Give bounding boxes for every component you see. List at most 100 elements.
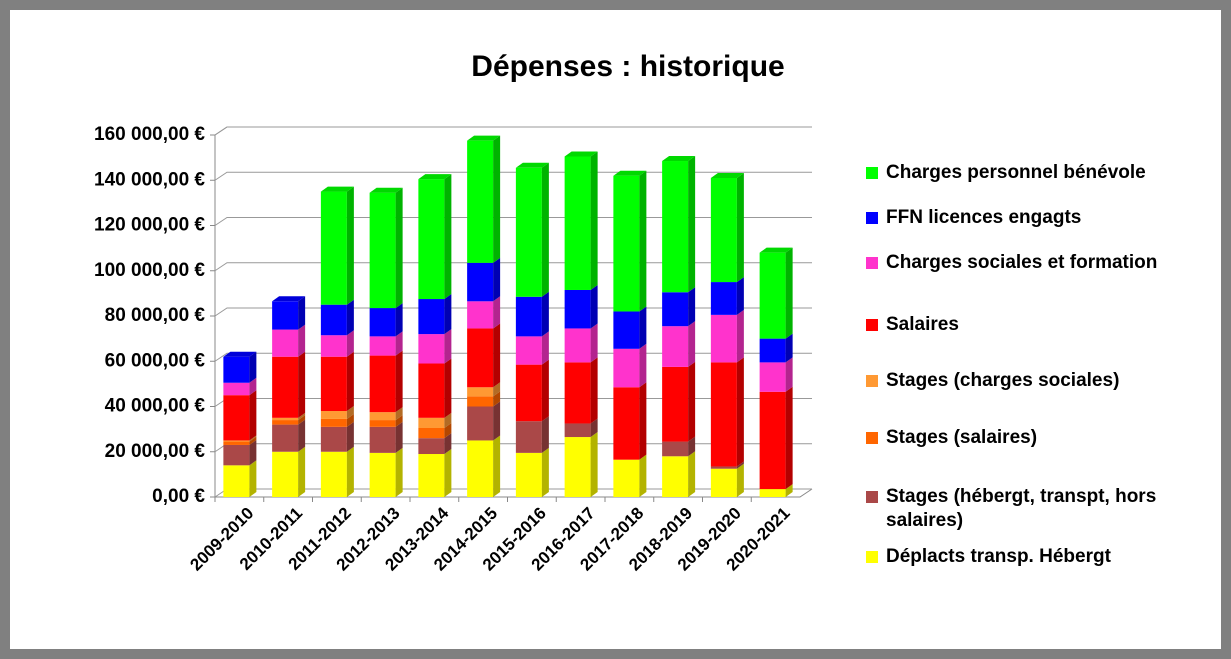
bar-segment [272, 301, 299, 330]
bar-top [418, 174, 452, 180]
legend-swatch [866, 491, 878, 503]
bar-segment [369, 192, 396, 309]
bar-top [759, 247, 793, 253]
bar-segment [564, 362, 591, 424]
bar-side [346, 446, 354, 497]
bar-segment [710, 177, 737, 283]
bar-side [395, 303, 403, 337]
bar-segment [223, 382, 250, 396]
y-tick-label: 20 000,00 € [105, 441, 206, 462]
y-tick-label: 120 000,00 € [94, 215, 205, 236]
bar-side [346, 351, 354, 412]
bar-segment [369, 308, 396, 337]
bar-top [710, 172, 744, 178]
bar-top [515, 162, 549, 168]
bar-segment [418, 334, 445, 364]
bar-top [320, 186, 354, 192]
bar-side [346, 299, 354, 336]
bar-segment [613, 459, 640, 497]
bar-segment [467, 328, 494, 388]
bar-side [541, 447, 549, 497]
bar-side [395, 415, 403, 427]
bar-segment [515, 421, 542, 453]
bar-side [493, 257, 501, 302]
bar-segment [369, 355, 396, 413]
bar-side [493, 135, 501, 263]
bar-side [346, 421, 354, 452]
bar-segment [710, 314, 737, 363]
bar-segment [320, 335, 347, 357]
bar-segment [467, 262, 494, 302]
bar-side [493, 296, 501, 329]
legend-swatch [866, 167, 878, 179]
bar-side [785, 357, 793, 392]
bar-segment [223, 356, 250, 383]
bar-segment [759, 489, 786, 497]
bar-segment [467, 140, 494, 263]
y-tick-label: 40 000,00 € [105, 396, 206, 417]
bar-segment [710, 362, 737, 467]
bar-side [395, 407, 403, 421]
legend-label: Stages (charges sociales) [886, 370, 1120, 391]
bar-side [541, 359, 549, 422]
bar-side [395, 421, 403, 453]
bar-side [688, 156, 696, 293]
bar-side [785, 386, 793, 490]
legend-swatch [866, 257, 878, 269]
bar-segment [515, 167, 542, 297]
y-tick-label: 140 000,00 € [94, 169, 205, 190]
bar-segment [759, 252, 786, 339]
legend-swatch [866, 551, 878, 563]
y-tick-label: 0,00 € [152, 486, 205, 507]
bar-segment [320, 451, 347, 497]
bar-side [346, 413, 354, 427]
bar-top [613, 170, 647, 176]
y-tick-label: 80 000,00 € [105, 305, 206, 326]
bar-side [736, 461, 744, 469]
bar-side [785, 484, 793, 497]
bar-segment [613, 348, 640, 388]
y-tick-label: 160 000,00 € [94, 124, 205, 145]
bar-side [736, 463, 744, 497]
bar-segment [613, 387, 640, 460]
bar-segment [418, 427, 445, 439]
bar-segment [418, 299, 445, 335]
bar-segment [223, 444, 250, 466]
bar-side [639, 343, 647, 388]
bar-segment [467, 406, 494, 441]
bar-segment [320, 411, 347, 419]
bar-side [590, 418, 598, 438]
bar-side [590, 151, 598, 290]
bar-side [541, 291, 549, 337]
bar-side [736, 309, 744, 363]
legend-label: Stages (hébergt, transpt, hors salaires) [886, 486, 1157, 531]
bar-segment [369, 412, 396, 421]
bar-segment [662, 161, 689, 293]
bar-segment [418, 363, 445, 418]
bar-segment [564, 289, 591, 329]
bar-segment [272, 420, 299, 425]
bar-side [346, 406, 354, 419]
bar-side [298, 351, 306, 418]
bar-side [298, 419, 306, 452]
bar-side [785, 333, 793, 363]
bar-segment [515, 452, 542, 497]
bar-side [249, 439, 257, 466]
bar-segment [467, 301, 494, 329]
bar-segment [223, 465, 250, 497]
bar-side [298, 296, 306, 330]
bar-side [493, 435, 501, 497]
bar-segment [320, 426, 347, 452]
bar-side [590, 284, 598, 329]
bar-side [444, 449, 452, 497]
bar-segment [369, 452, 396, 497]
bar-top [564, 151, 598, 157]
legend-label: FFN licences engagts [886, 207, 1082, 228]
bar-side [785, 247, 793, 339]
bar-segment [564, 156, 591, 290]
grid-line [214, 126, 812, 136]
bar-segment [418, 417, 445, 428]
bar-side [298, 446, 306, 497]
bar-side [444, 294, 452, 335]
legend-swatch [866, 432, 878, 444]
